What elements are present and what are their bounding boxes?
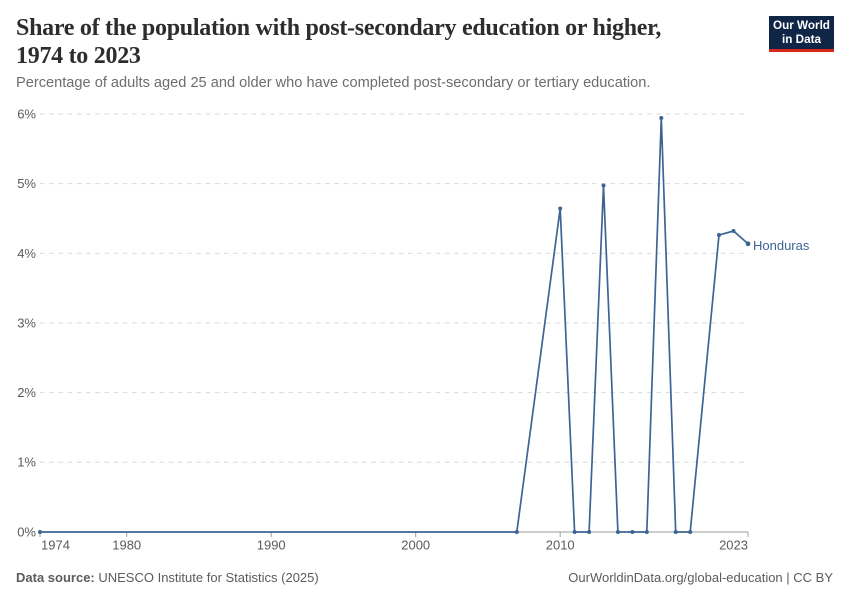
svg-text:1%: 1% (17, 455, 36, 470)
svg-text:Honduras: Honduras (753, 238, 810, 253)
svg-text:6%: 6% (17, 107, 36, 122)
svg-text:5%: 5% (17, 176, 36, 191)
svg-text:1990: 1990 (257, 538, 286, 553)
svg-text:1980: 1980 (112, 538, 141, 553)
svg-text:3%: 3% (17, 315, 36, 330)
svg-text:2023: 2023 (719, 538, 748, 553)
svg-text:0%: 0% (17, 525, 36, 540)
svg-text:2%: 2% (17, 385, 36, 400)
svg-text:2010: 2010 (546, 538, 575, 553)
svg-text:2000: 2000 (401, 538, 430, 553)
svg-text:1974: 1974 (41, 538, 70, 553)
svg-text:4%: 4% (17, 246, 36, 261)
